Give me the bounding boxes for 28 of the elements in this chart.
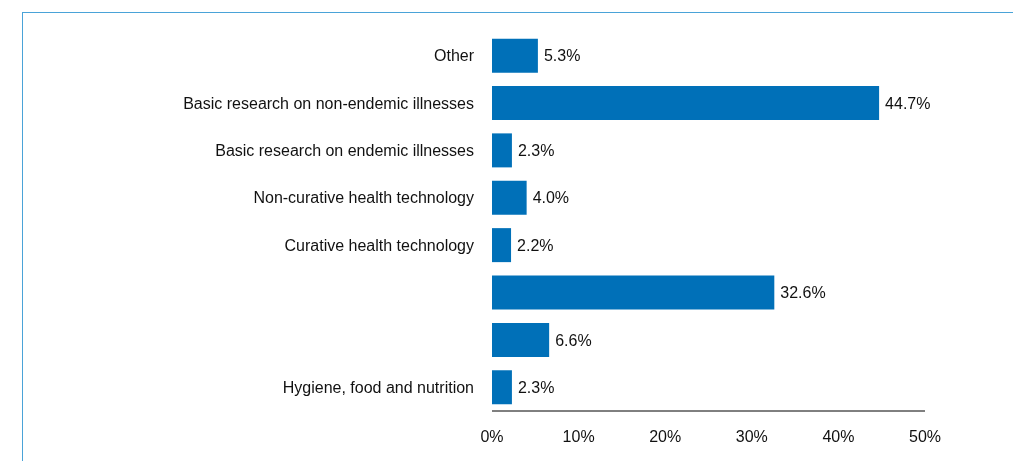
data-label: 6.6% xyxy=(555,331,592,349)
data-label: 2.2% xyxy=(517,236,554,254)
y-tick-label: Non-curative health technology xyxy=(253,189,474,207)
y-tick-label: Other xyxy=(433,47,475,65)
data-label: 2.3% xyxy=(517,142,555,160)
y-tick-label: Basic research on non-endemic illnesses xyxy=(183,94,474,112)
data-label: 44.7% xyxy=(885,94,931,112)
bar xyxy=(492,133,512,168)
bar xyxy=(492,228,512,263)
data-label: 4.0% xyxy=(532,189,570,207)
y-tick-label: Curative health technology xyxy=(284,236,474,254)
x-tick-label: 30% xyxy=(735,428,768,446)
bar xyxy=(492,180,527,215)
bar xyxy=(492,38,538,73)
bar xyxy=(492,275,775,310)
data-label: 2.3% xyxy=(517,378,555,396)
x-tick-label: 50% xyxy=(908,428,942,446)
bar xyxy=(492,322,550,357)
x-tick-label: 0% xyxy=(480,428,504,446)
data-label: 32.6% xyxy=(780,284,826,302)
bar xyxy=(492,86,880,121)
x-tick-label: 10% xyxy=(562,428,595,446)
x-tick-label: 20% xyxy=(649,428,682,446)
bar xyxy=(492,370,512,405)
data-label: 5.3% xyxy=(543,47,581,65)
y-tick-label: Hygiene, food and nutrition xyxy=(282,378,474,396)
y-tick-label: Basic research on endemic illnesses xyxy=(215,142,474,160)
x-tick-label: 40% xyxy=(822,428,855,446)
